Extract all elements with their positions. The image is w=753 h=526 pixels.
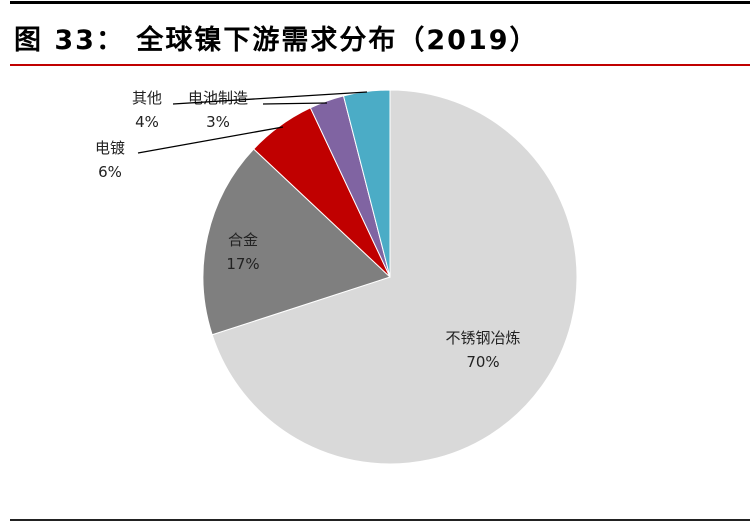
slice-value-label: 70% <box>466 353 499 371</box>
slice-value-label: 4% <box>135 113 159 131</box>
slice-value-label: 3% <box>206 113 230 131</box>
bottom-rule <box>10 519 750 521</box>
slice-label: 合金 <box>228 231 258 249</box>
leader-line <box>137 126 284 154</box>
slice-label: 不锈钢冶炼 <box>445 329 520 347</box>
slice-value-label: 6% <box>98 163 122 181</box>
pie-slice <box>211 89 578 465</box>
top-rule <box>10 1 750 4</box>
slice-label: 电镀 <box>95 139 125 157</box>
slice-value-label: 17% <box>226 255 259 273</box>
figure-title: 图 33： 全球镍下游需求分布（2019） <box>14 25 539 56</box>
leader-line <box>172 91 368 105</box>
slice-label: 电池制造 <box>188 89 248 107</box>
pie-slice <box>202 148 391 336</box>
title-underline <box>10 64 750 66</box>
leader-line <box>262 102 328 105</box>
slice-label: 其他 <box>132 89 162 107</box>
